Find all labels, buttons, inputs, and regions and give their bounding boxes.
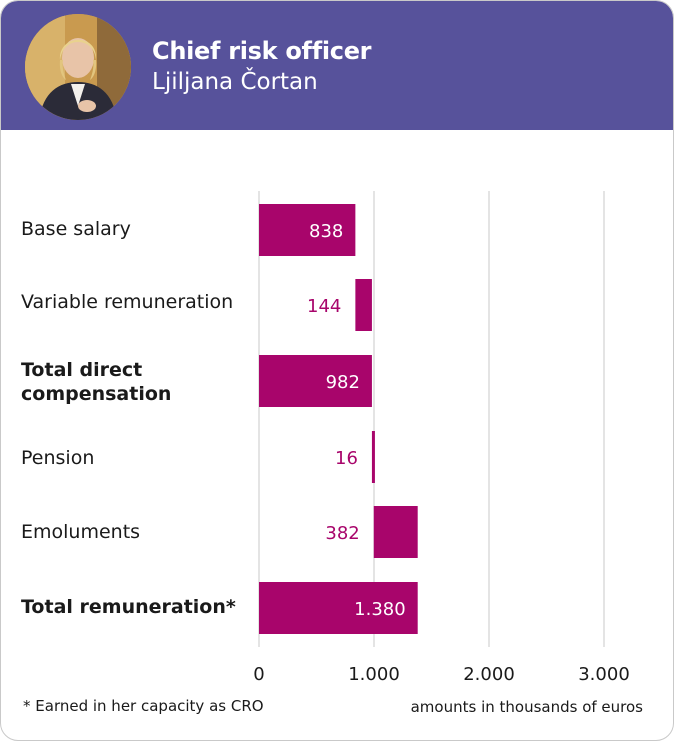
units-note: amounts in thousands of euros (410, 698, 643, 716)
bar-3 (371, 431, 375, 483)
header: Chief risk officer Ljiljana Čortan (1, 1, 673, 130)
bar-value-label: 982 (326, 372, 360, 393)
bar-4 (373, 506, 418, 558)
bar-1 (355, 279, 372, 331)
row-label-pension: Pension (21, 447, 95, 469)
x-tick-label: 0 (253, 664, 264, 685)
footnote: * Earned in her capacity as CRO (23, 697, 264, 715)
x-tick-label: 2.000 (463, 664, 515, 685)
row-label-variable-remuneration: Variable remuneration (21, 291, 234, 313)
x-tick-label: 3.000 (578, 664, 630, 685)
bar-value-label: 1.380 (354, 599, 406, 620)
person-name: Ljiljana Čortan (152, 69, 318, 95)
row-label-total-direct-compensation: Total direct compensation (21, 359, 172, 405)
row-label-base-salary: Base salary (21, 218, 131, 240)
bar-2 (259, 355, 372, 407)
bar-value-label: 838 (309, 221, 343, 242)
bar-value-label: 382 (325, 523, 359, 544)
bar-value-label: 144 (307, 296, 341, 317)
x-tick-label: 1.000 (348, 664, 400, 685)
bar-5 (259, 582, 418, 634)
bar-0 (259, 204, 356, 256)
row-label-emoluments: Emoluments (21, 521, 141, 543)
role-title: Chief risk officer (152, 37, 372, 65)
portrait-photo (25, 14, 131, 120)
row-label-total-remuneration: Total remuneration* (21, 596, 236, 618)
avatar (25, 14, 131, 120)
bar-value-label: 16 (335, 448, 358, 469)
